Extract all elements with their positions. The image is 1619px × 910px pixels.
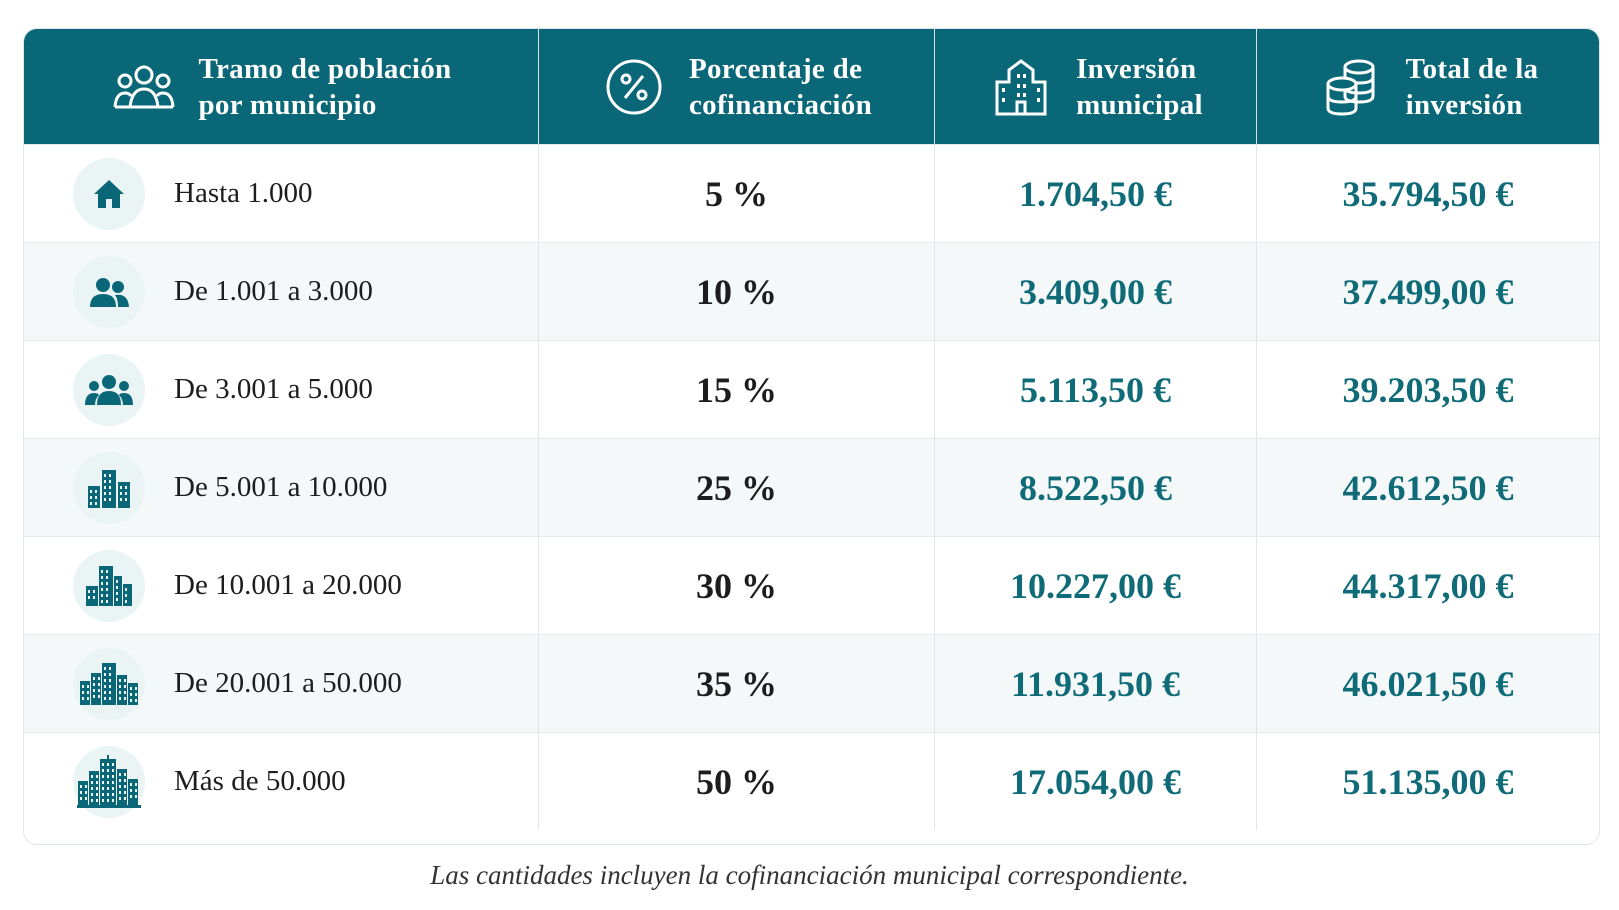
table-row: De 3.001 a 5.000 15 % 5.113,50 € 39.203,… bbox=[24, 340, 1599, 438]
coins-icon bbox=[1318, 56, 1384, 118]
inversion-municipal-value: 8.522,50 € bbox=[1019, 467, 1172, 508]
table-header: Tramo de población por municipio Porcenta… bbox=[24, 29, 1599, 144]
total-inversion-value: 39.203,50 € bbox=[1342, 369, 1514, 410]
cell-porcentaje: 35 % bbox=[539, 635, 935, 732]
tramo-label: Más de 50.000 bbox=[174, 765, 346, 797]
header-label-line1: Total de la bbox=[1405, 52, 1539, 85]
cell-inversion-municipal: 5.113,50 € bbox=[935, 341, 1257, 438]
three-people-icon bbox=[73, 353, 145, 426]
header-total-inversion: Total de la inversión bbox=[1257, 29, 1599, 144]
inversion-municipal-value: 1.704,50 € bbox=[1019, 173, 1172, 214]
cell-tramo: Hasta 1.000 bbox=[24, 145, 539, 242]
cell-porcentaje: 25 % bbox=[539, 439, 935, 536]
cell-porcentaje: 5 % bbox=[539, 145, 935, 242]
total-inversion-value: 44.317,00 € bbox=[1342, 565, 1514, 606]
header-inversion-municipal: Inversión municipal bbox=[935, 29, 1257, 144]
header-porcentaje: Porcentaje de cofinanciación bbox=[539, 29, 935, 144]
cell-tramo: De 1.001 a 3.000 bbox=[24, 243, 539, 340]
tramo-label: De 5.001 a 10.000 bbox=[174, 471, 388, 503]
house-icon bbox=[73, 157, 145, 230]
cell-total: 51.135,00 € bbox=[1257, 733, 1599, 830]
people-group-icon bbox=[111, 56, 177, 118]
cell-inversion-municipal: 17.054,00 € bbox=[935, 733, 1257, 830]
header-label-line2: por municipio bbox=[198, 88, 377, 121]
header-label-line1: Porcentaje de bbox=[688, 52, 863, 85]
header-label-line1: Tramo de población bbox=[198, 52, 452, 85]
total-inversion-value: 35.794,50 € bbox=[1342, 173, 1514, 214]
large-city-icon bbox=[73, 745, 145, 818]
cell-total: 46.021,50 € bbox=[1257, 635, 1599, 732]
cell-total: 39.203,50 € bbox=[1257, 341, 1599, 438]
tramo-label: De 20.001 a 50.000 bbox=[174, 667, 402, 699]
cell-total: 42.612,50 € bbox=[1257, 439, 1599, 536]
cell-inversion-municipal: 3.409,00 € bbox=[935, 243, 1257, 340]
cell-porcentaje: 15 % bbox=[539, 341, 935, 438]
cell-tramo: De 3.001 a 5.000 bbox=[24, 341, 539, 438]
header-label-line2: municipal bbox=[1076, 88, 1203, 121]
cell-inversion-municipal: 11.931,50 € bbox=[935, 635, 1257, 732]
cell-inversion-municipal: 1.704,50 € bbox=[935, 145, 1257, 242]
small-buildings-icon bbox=[73, 451, 145, 524]
total-inversion-value: 46.021,50 € bbox=[1342, 663, 1514, 704]
porcentaje-value: 50 % bbox=[696, 761, 777, 802]
porcentaje-value: 10 % bbox=[696, 271, 777, 312]
cell-porcentaje: 30 % bbox=[539, 537, 935, 634]
porcentaje-value: 15 % bbox=[696, 369, 777, 410]
tramo-label: Hasta 1.000 bbox=[174, 177, 313, 209]
cell-total: 44.317,00 € bbox=[1257, 537, 1599, 634]
inversion-municipal-value: 10.227,00 € bbox=[1010, 565, 1181, 606]
table-row: Hasta 1.000 5 % 1.704,50 € 35.794,50 € bbox=[24, 144, 1599, 242]
inversion-municipal-value: 3.409,00 € bbox=[1019, 271, 1172, 312]
porcentaje-value: 25 % bbox=[696, 467, 777, 508]
cofinancing-table: Tramo de población por municipio Porcenta… bbox=[23, 28, 1600, 845]
cell-porcentaje: 50 % bbox=[539, 733, 935, 830]
building-icon bbox=[988, 56, 1054, 118]
cell-total: 35.794,50 € bbox=[1257, 145, 1599, 242]
porcentaje-value: 5 % bbox=[705, 173, 768, 214]
tramo-label: De 3.001 a 5.000 bbox=[174, 373, 373, 405]
inversion-municipal-value: 11.931,50 € bbox=[1010, 663, 1180, 704]
footnote: Las cantidades incluyen la cofinanciació… bbox=[430, 860, 1189, 890]
cell-total: 37.499,00 € bbox=[1257, 243, 1599, 340]
cell-inversion-municipal: 8.522,50 € bbox=[935, 439, 1257, 536]
buildings-icon bbox=[73, 549, 145, 622]
header-label-line2: cofinanciación bbox=[688, 88, 873, 121]
total-inversion-value: 51.135,00 € bbox=[1342, 761, 1514, 802]
table-row: Más de 50.000 50 % 17.054,00 € 51.135,00… bbox=[24, 732, 1599, 830]
inversion-municipal-value: 17.054,00 € bbox=[1010, 761, 1181, 802]
porcentaje-value: 30 % bbox=[696, 565, 777, 606]
cell-porcentaje: 10 % bbox=[539, 243, 935, 340]
inversion-municipal-value: 5.113,50 € bbox=[1019, 369, 1171, 410]
table-row: De 10.001 a 20.000 30 % 10.227,00 € 44.3… bbox=[24, 536, 1599, 634]
cell-tramo: Más de 50.000 bbox=[24, 733, 539, 830]
cell-tramo: De 10.001 a 20.000 bbox=[24, 537, 539, 634]
table-row: De 1.001 a 3.000 10 % 3.409,00 € 37.499,… bbox=[24, 242, 1599, 340]
header-tramo: Tramo de población por municipio bbox=[24, 29, 539, 144]
city-icon bbox=[73, 647, 145, 720]
cell-tramo: De 20.001 a 50.000 bbox=[24, 635, 539, 732]
header-label-line1: Inversión bbox=[1076, 52, 1197, 85]
table-row: De 5.001 a 10.000 25 % 8.522,50 € 42.612… bbox=[24, 438, 1599, 536]
cell-inversion-municipal: 10.227,00 € bbox=[935, 537, 1257, 634]
total-inversion-value: 37.499,00 € bbox=[1342, 271, 1514, 312]
table-row: De 20.001 a 50.000 35 % 11.931,50 € 46.0… bbox=[24, 634, 1599, 732]
tramo-label: De 10.001 a 20.000 bbox=[174, 569, 402, 601]
table-body: Hasta 1.000 5 % 1.704,50 € 35.794,50 € De… bbox=[24, 144, 1599, 830]
cell-tramo: De 5.001 a 10.000 bbox=[24, 439, 539, 536]
percent-icon bbox=[601, 56, 667, 118]
header-label-line2: inversión bbox=[1405, 88, 1523, 121]
porcentaje-value: 35 % bbox=[696, 663, 777, 704]
total-inversion-value: 42.612,50 € bbox=[1342, 467, 1514, 508]
tramo-label: De 1.001 a 3.000 bbox=[174, 275, 373, 307]
two-people-icon bbox=[73, 255, 145, 328]
